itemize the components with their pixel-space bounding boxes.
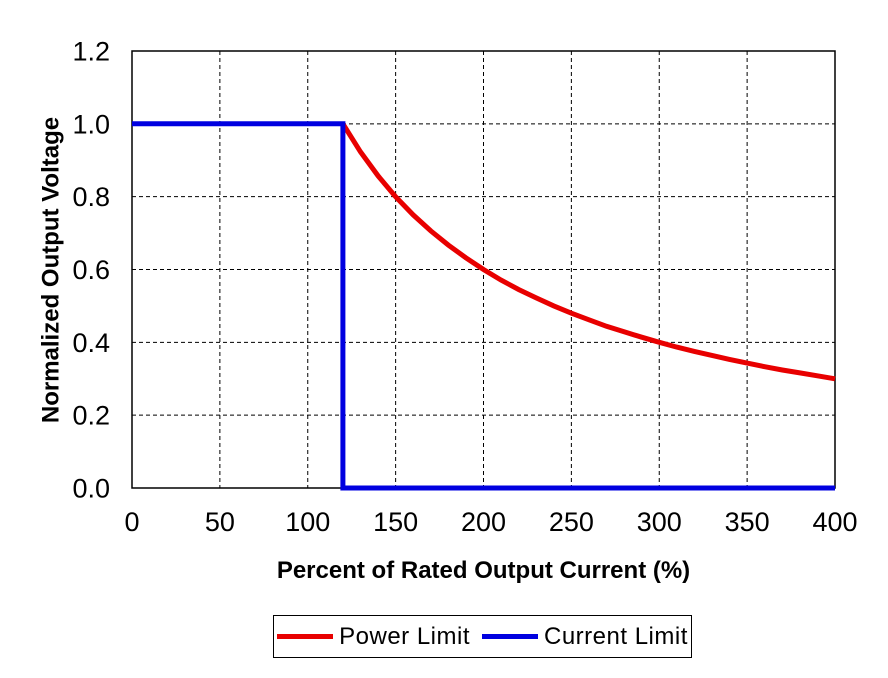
y-tick-label: 0.0 — [72, 474, 110, 504]
y-tick-label: 1.0 — [72, 109, 110, 139]
x-tick-label: 250 — [549, 507, 594, 537]
x-tick-label: 300 — [637, 507, 682, 537]
x-axis-title: Percent of Rated Output Current (%) — [276, 557, 691, 584]
legend-label-current-limit: Current Limit — [544, 622, 688, 650]
x-tick-label: 50 — [205, 507, 235, 537]
y-tick-label: 0.4 — [72, 328, 110, 358]
power-limit-line-swatch — [277, 634, 334, 639]
power-limit-line — [340, 122, 836, 382]
x-tick-label: 200 — [461, 507, 506, 537]
legend-label-power-limit: Power Limit — [339, 622, 470, 650]
x-tick-label: 350 — [725, 507, 770, 537]
y-tick-label: 0.8 — [72, 182, 110, 212]
current-limit-line — [132, 121, 835, 491]
y-axis-title: Normalized Output Voltage — [37, 116, 65, 424]
y-tick-label: 0.2 — [72, 401, 110, 431]
y-tick-label: 0.6 — [72, 255, 110, 285]
legend: Power Limit Current Limit — [273, 615, 692, 658]
x-tick-label: 400 — [812, 507, 857, 537]
x-tick-label: 100 — [285, 507, 330, 537]
y-tick-label: 1.2 — [72, 37, 110, 67]
x-tick-label: 0 — [124, 507, 139, 537]
current-limit-line-swatch — [482, 634, 538, 639]
x-tick-label: 150 — [373, 507, 418, 537]
